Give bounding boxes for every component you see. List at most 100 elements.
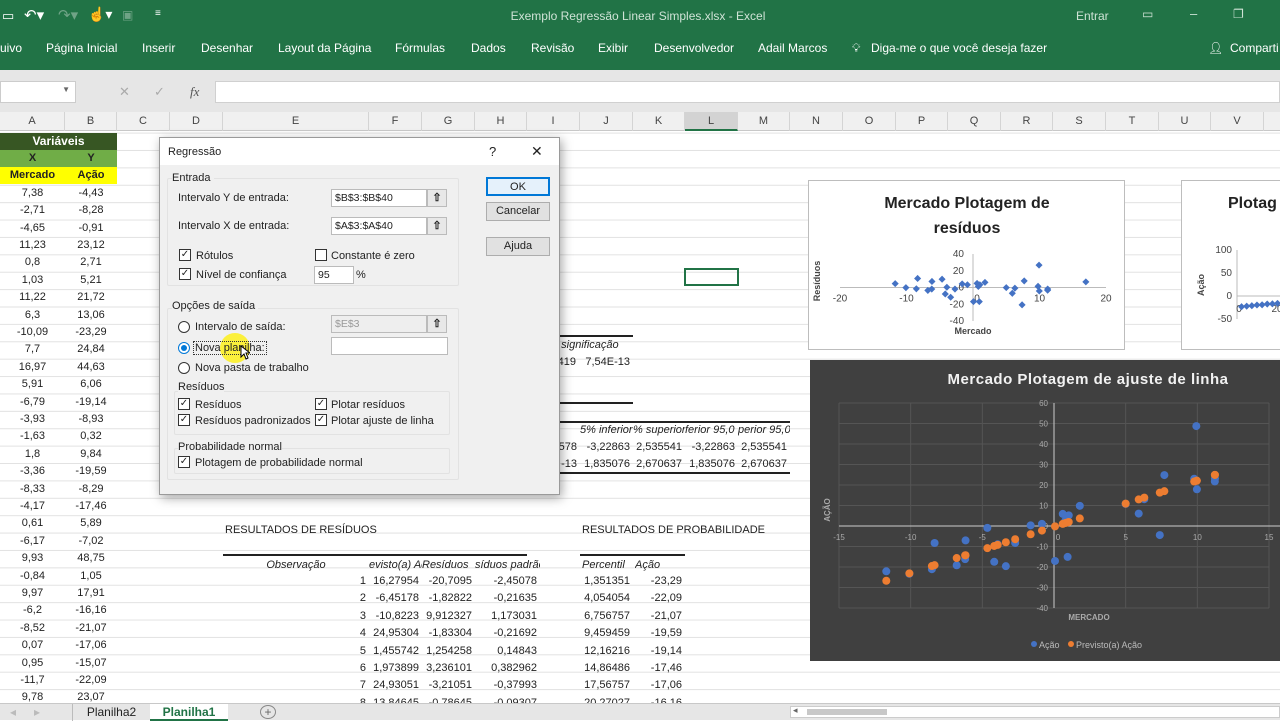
residuals-header[interactable]: Observação [266, 559, 326, 571]
confidence-checkbox[interactable]: ✓ [179, 268, 191, 280]
mercado-value[interactable]: -10,09 [16, 326, 49, 338]
acao-value[interactable]: -19,59 [75, 465, 107, 478]
std-residuals-checkbox[interactable]: ✓ [178, 414, 190, 426]
x-header[interactable]: X [0, 150, 65, 167]
column-header-I[interactable]: I [527, 112, 580, 131]
residuals-checkbox[interactable]: ✓ [178, 398, 190, 410]
column-header-P[interactable]: P [896, 112, 948, 131]
coef-header[interactable]: ferior 95,0 [685, 424, 735, 436]
output-range-input[interactable]: $E$3 [331, 315, 427, 333]
mercado-value[interactable]: -6,79 [19, 395, 46, 408]
acao-value[interactable]: 23,07 [77, 691, 105, 704]
tab-revisao[interactable]: Revisão [531, 41, 575, 55]
acao-value[interactable]: 23,12 [77, 239, 105, 251]
column-header-C[interactable]: C [117, 112, 170, 131]
tab-layout[interactable]: Layout da Página [278, 41, 372, 55]
probability-value[interactable]: -17,46 [650, 662, 682, 674]
residuals-value[interactable]: 0,382962 [491, 662, 537, 674]
column-header-A[interactable]: A [0, 112, 65, 131]
variables-header[interactable]: Variáveis [0, 132, 117, 151]
residuals-value[interactable]: 1,455742 [373, 644, 419, 657]
residuals-value[interactable]: 1,173031 [491, 609, 537, 622]
mercado-header[interactable]: Mercado [0, 167, 65, 185]
chevron-down-icon[interactable]: ▼ [62, 85, 70, 94]
residuals-value[interactable]: 3,236101 [426, 662, 472, 674]
mercado-value[interactable]: 7,38 [21, 186, 44, 199]
column-header-L[interactable]: L [685, 112, 738, 131]
column-header-S[interactable]: S [1053, 112, 1106, 131]
camera-icon[interactable]: ▣ [122, 8, 134, 22]
coef-value[interactable]: 1,835076 [689, 458, 735, 470]
probability-value[interactable]: -19,14 [650, 644, 682, 657]
residuals-value[interactable]: -0,21635 [493, 592, 537, 605]
mercado-value[interactable]: 5,91 [21, 378, 44, 391]
residuals-value[interactable]: 24,93051 [373, 679, 419, 692]
probability-title[interactable]: RESULTADOS DE PROBABILIDADE [582, 524, 765, 536]
tab-arquivo[interactable]: uivo [0, 41, 23, 55]
tell-me-search[interactable]: Diga-me o que você deseja fazer [871, 41, 1048, 55]
mercado-value[interactable]: 1,8 [24, 447, 41, 460]
mercado-value[interactable]: 9,97 [21, 587, 44, 599]
residuals-value[interactable]: -0,37993 [493, 679, 537, 692]
column-header-R[interactable]: R [1001, 112, 1053, 131]
residuals-value[interactable]: -3,21051 [428, 679, 472, 692]
cancel-icon[interactable]: ✕ [119, 84, 130, 99]
tab-desenhar[interactable]: Desenhar [201, 41, 254, 55]
residuals-value[interactable]: -0,21692 [493, 627, 537, 640]
mercado-value[interactable]: 0,8 [24, 256, 41, 269]
mercado-value[interactable]: 11,23 [19, 239, 46, 251]
coef-value[interactable]: -13 [561, 458, 577, 470]
coef-header[interactable]: % superior [633, 424, 685, 436]
confidence-input[interactable]: 95 [314, 266, 354, 284]
column-header-J[interactable]: J [580, 112, 633, 131]
column-header-G[interactable]: G [422, 112, 475, 131]
enter-icon[interactable]: ✓ [154, 84, 165, 99]
acao-value[interactable]: 5,21 [80, 273, 102, 286]
column-header-H[interactable]: H [475, 112, 527, 131]
sheet-tab-planilha1[interactable]: Planilha1 [150, 704, 228, 721]
mercado-value[interactable]: -3,36 [19, 465, 46, 478]
acao-value[interactable]: 2,71 [80, 256, 102, 269]
insert-function-icon[interactable]: fx [190, 84, 200, 99]
horizontal-scrollbar[interactable]: ◂ [790, 705, 1280, 718]
residuals-value[interactable]: 6 [359, 662, 366, 674]
residuals-value[interactable]: -6,45178 [375, 592, 419, 605]
coef-value[interactable]: 2,535541 [741, 441, 787, 453]
acao-value[interactable]: -8,28 [78, 204, 104, 217]
touch-mode-icon[interactable]: ☝▾ [88, 6, 113, 22]
acao-value[interactable]: 21,72 [77, 291, 105, 304]
scroll-left-arrow-icon[interactable]: ◂ [793, 705, 798, 715]
mercado-value[interactable]: -4,17 [19, 500, 46, 512]
mercado-value[interactable]: 6,3 [24, 308, 41, 321]
column-header-O[interactable]: O [843, 112, 896, 131]
residuals-value[interactable]: 0,14843 [497, 644, 537, 657]
coef-value[interactable]: 1,835076 [584, 458, 630, 470]
probability-value[interactable]: -17,06 [650, 679, 682, 692]
scroll-right-icon[interactable]: ▸ [33, 705, 41, 719]
column-header-B[interactable]: B [65, 112, 117, 131]
mercado-value[interactable]: -8,52 [19, 621, 46, 634]
probability-value[interactable]: -21,07 [650, 609, 682, 622]
mercado-value[interactable]: -2,71 [19, 204, 46, 217]
column-header-D[interactable]: D [170, 112, 223, 131]
acao-value[interactable]: -0,91 [78, 221, 104, 234]
residuals-title[interactable]: RESULTADOS DE RESÍDUOS [225, 524, 377, 536]
minimize-icon[interactable]: – [1190, 6, 1198, 21]
acao-value[interactable]: -21,07 [75, 621, 107, 634]
residuals-value[interactable]: -20,7095 [428, 575, 472, 587]
acao-value[interactable]: -16,16 [75, 604, 107, 617]
residuals-value[interactable]: -1,82822 [428, 592, 472, 605]
acao-value[interactable]: -4,43 [78, 186, 104, 199]
mercado-value[interactable]: 1,03 [21, 273, 44, 286]
probability-value[interactable]: 17,56757 [584, 679, 630, 692]
acao-value[interactable]: -23,29 [75, 326, 107, 338]
acao-value[interactable]: 17,91 [77, 587, 105, 599]
formula-input[interactable] [215, 81, 1280, 103]
mercado-value[interactable]: 16,97 [18, 360, 47, 373]
residuals-value[interactable]: 16,27954 [373, 575, 419, 587]
y-range-input[interactable]: $B$3:$B$40 [331, 189, 427, 207]
column-header-Q[interactable]: Q [948, 112, 1001, 131]
residuals-value[interactable]: 5 [359, 644, 366, 657]
column-header-K[interactable]: K [633, 112, 685, 131]
mercado-value[interactable]: 0,07 [21, 639, 44, 652]
